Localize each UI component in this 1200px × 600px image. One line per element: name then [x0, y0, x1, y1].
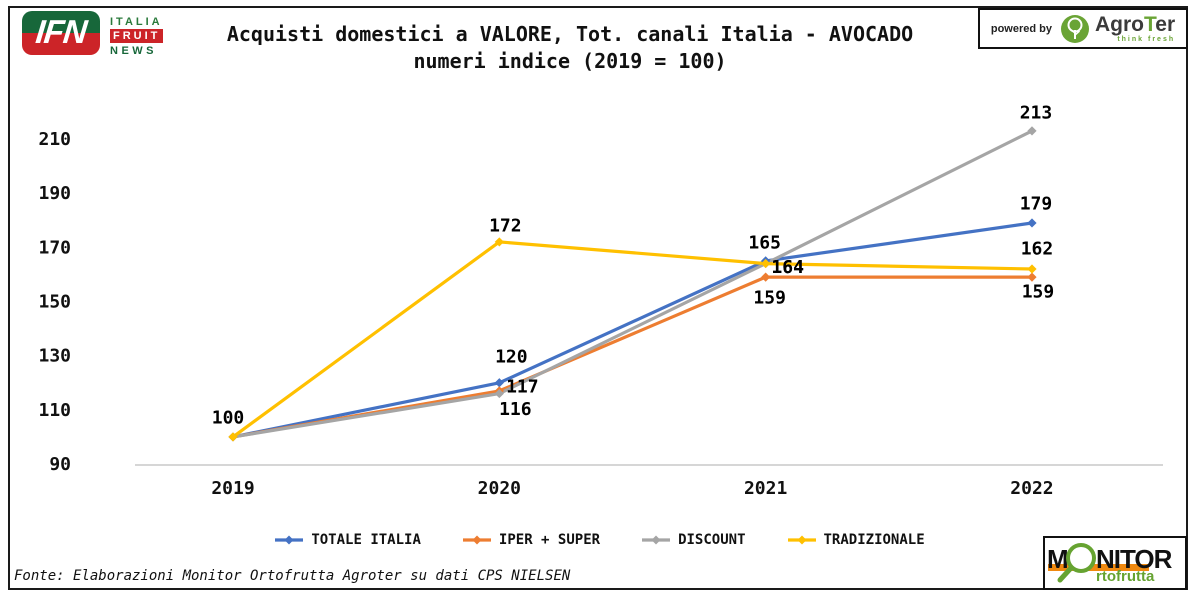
data-point-marker — [1027, 126, 1037, 136]
agroter-name-t: T — [1143, 13, 1156, 36]
source-note: Fonte: Elaborazioni Monitor Ortofrutta A… — [14, 568, 571, 584]
data-point-marker — [494, 378, 504, 388]
data-point-label: 162 — [1021, 239, 1054, 260]
data-point-label: 179 — [1020, 193, 1053, 214]
data-point-marker — [761, 272, 771, 282]
agroter-name-agro: Agro — [1094, 13, 1144, 36]
ifn-badge-green-half — [22, 11, 100, 33]
legend-item-iper-super: IPER + SUPER — [462, 532, 601, 548]
y-tick-label: 90 — [49, 454, 71, 475]
y-tick-label: 210 — [38, 129, 71, 150]
agroter-tagline: think fresh — [1117, 36, 1176, 43]
monitor-ortofrutta-icon: M NITOR rtofrutta — [1047, 543, 1174, 585]
data-point-marker — [1027, 264, 1037, 274]
powered-by-badge: powered by AgroTer think fresh — [978, 8, 1188, 49]
ifn-news-label: NEWS — [110, 45, 157, 57]
y-tick-label: 170 — [38, 237, 71, 258]
data-point-label: 100 — [212, 407, 245, 428]
chart-legend: TOTALE ITALIA IPER + SUPER DISCOUNT TRADIZI… — [0, 532, 1200, 548]
y-tick-label: 130 — [38, 346, 71, 367]
series-line-totale-italia — [231, 221, 1034, 439]
data-point-marker — [761, 258, 771, 269]
ifn-badge: IFN — [22, 11, 100, 55]
ifn-fruit-label: FRUIT — [110, 29, 164, 43]
agroter-tree-icon — [1060, 14, 1089, 43]
chart-title-line2: numeri indice (2019 = 100) — [413, 49, 727, 73]
data-point-marker — [1027, 272, 1037, 282]
chart-title-line1: Acquisti domestici a VALORE, Tot. canali… — [226, 22, 914, 46]
y-tick-label: 150 — [38, 292, 71, 313]
ifn-badge-red-half — [22, 33, 100, 55]
x-category-label: 2019 — [211, 478, 254, 499]
monitor-letters-nitor: NITOR — [1096, 544, 1173, 574]
ifn-wordmark: ITALIA FRUIT NEWS — [110, 16, 164, 57]
agroter-name-er: er — [1155, 13, 1176, 36]
legend-marker-icon — [787, 535, 816, 545]
y-tick-label: 110 — [38, 400, 71, 421]
x-category-label: 2022 — [1010, 478, 1053, 499]
ifn-logo: IFN ITALIA FRUIT NEWS — [22, 11, 222, 57]
legend-item-discount: DISCOUNT — [642, 532, 746, 548]
data-point-label: 116 — [499, 399, 532, 420]
legend-marker-icon — [275, 535, 304, 545]
legend-marker-icon — [462, 535, 491, 545]
legend-label: TRADIZIONALE — [823, 532, 925, 548]
data-point-marker — [494, 388, 504, 399]
data-point-label: 164 — [771, 257, 804, 278]
chart-title: Acquisti domestici a VALORE, Tot. canali… — [160, 21, 980, 75]
data-point-label: 117 — [506, 376, 539, 397]
legend-item-tradizionale: TRADIZIONALE — [787, 532, 925, 548]
data-point-label: 213 — [1020, 102, 1053, 123]
agroter-wordmark: AgroTer think fresh — [1095, 14, 1175, 43]
legend-label: IPER + SUPER — [498, 532, 601, 548]
legend-label: DISCOUNT — [678, 532, 746, 548]
legend-item-totale-italia: TOTALE ITALIA — [275, 532, 421, 548]
data-point-label: 164 — [771, 257, 804, 278]
data-point-marker — [494, 237, 504, 247]
monitor-rtofrutta: rtofrutta — [1096, 568, 1155, 584]
powered-by-label: powered by — [990, 22, 1052, 35]
x-category-label: 2020 — [478, 478, 521, 499]
chart-frame — [8, 6, 1188, 590]
agroter-name: AgroTer — [1095, 14, 1175, 35]
series-line-tradizionale — [231, 240, 1034, 439]
ifn-italia-label: ITALIA — [110, 16, 163, 28]
legend-label: TOTALE ITALIA — [311, 532, 421, 548]
data-point-label: 159 — [1022, 282, 1055, 303]
series-line-discount — [231, 129, 1034, 439]
data-point-label: 165 — [748, 232, 781, 253]
data-point-marker — [228, 432, 238, 442]
monitor-ortofrutta-logo: M NITOR rtofrutta — [1043, 536, 1187, 590]
data-point-marker — [1027, 218, 1037, 228]
data-point-label: 120 — [495, 346, 528, 367]
monitor-letter-m: M — [1047, 544, 1069, 574]
agroter-logo: AgroTer think fresh — [1060, 14, 1175, 44]
data-point-label: 172 — [489, 215, 522, 236]
data-point-label: 159 — [753, 288, 786, 309]
legend-marker-icon — [642, 535, 671, 545]
x-category-label: 2021 — [744, 478, 787, 499]
y-tick-label: 190 — [38, 183, 71, 204]
